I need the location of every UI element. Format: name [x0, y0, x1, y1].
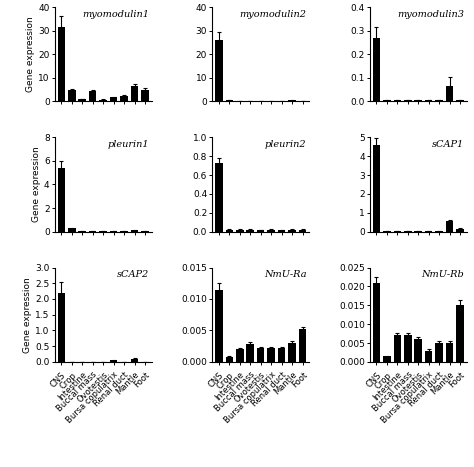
Bar [141, 231, 149, 232]
Bar [68, 228, 75, 232]
Bar [257, 348, 264, 362]
Y-axis label: Gene expression: Gene expression [27, 16, 36, 92]
Bar [131, 231, 138, 232]
Bar [436, 231, 443, 232]
Bar [278, 348, 285, 362]
Bar [383, 231, 391, 232]
Y-axis label: Gene expression: Gene expression [24, 277, 33, 353]
Bar [68, 90, 75, 101]
Bar [236, 349, 244, 362]
Bar [131, 86, 138, 101]
Bar [456, 100, 464, 101]
Bar [299, 329, 306, 362]
Bar [226, 230, 233, 232]
Bar [257, 230, 264, 232]
Bar [425, 100, 432, 101]
Bar [215, 40, 223, 101]
Bar [299, 230, 306, 232]
Bar [288, 343, 296, 362]
Text: myomodulin3: myomodulin3 [397, 10, 464, 19]
Bar [79, 99, 86, 101]
Bar [57, 293, 65, 362]
Bar [246, 344, 254, 362]
Bar [57, 168, 65, 232]
Bar [446, 343, 454, 362]
Text: sCAP1: sCAP1 [432, 140, 464, 149]
Text: myomodulin1: myomodulin1 [82, 10, 149, 19]
Bar [383, 100, 391, 101]
Bar [57, 27, 65, 101]
Bar [120, 231, 128, 232]
Bar [79, 231, 86, 232]
Bar [404, 100, 411, 101]
Bar [110, 98, 118, 101]
Bar [120, 96, 128, 101]
Text: pleurin1: pleurin1 [107, 140, 149, 149]
Bar [383, 356, 391, 362]
Bar [373, 283, 380, 362]
Text: sCAP2: sCAP2 [117, 270, 149, 279]
Text: myomodulin2: myomodulin2 [239, 10, 306, 19]
Bar [100, 99, 107, 101]
Bar [236, 230, 244, 232]
Bar [425, 231, 432, 232]
Bar [393, 335, 401, 362]
Bar [288, 230, 296, 232]
Bar [393, 100, 401, 101]
Bar [414, 100, 422, 101]
Bar [141, 90, 149, 101]
Bar [456, 229, 464, 232]
Bar [425, 351, 432, 362]
Bar [267, 230, 275, 232]
Bar [110, 361, 118, 362]
Text: NmU-Ra: NmU-Ra [264, 270, 306, 279]
Bar [226, 357, 233, 362]
Bar [404, 335, 411, 362]
Bar [100, 231, 107, 232]
Bar [414, 231, 422, 232]
Bar [226, 100, 233, 101]
Bar [414, 339, 422, 362]
Bar [446, 86, 454, 101]
Text: pleurin2: pleurin2 [265, 140, 306, 149]
Bar [288, 100, 296, 101]
Text: NmU-Rb: NmU-Rb [421, 270, 464, 279]
Bar [446, 221, 454, 232]
Bar [110, 231, 118, 232]
Bar [404, 231, 411, 232]
Bar [215, 290, 223, 362]
Bar [89, 92, 96, 101]
Bar [393, 231, 401, 232]
Bar [436, 100, 443, 101]
Bar [373, 145, 380, 232]
Bar [246, 230, 254, 232]
Bar [215, 163, 223, 232]
Bar [373, 38, 380, 101]
Y-axis label: Gene expression: Gene expression [32, 147, 41, 222]
Bar [89, 231, 96, 232]
Bar [278, 230, 285, 232]
Bar [267, 348, 275, 362]
Bar [131, 359, 138, 362]
Bar [436, 343, 443, 362]
Bar [456, 305, 464, 362]
